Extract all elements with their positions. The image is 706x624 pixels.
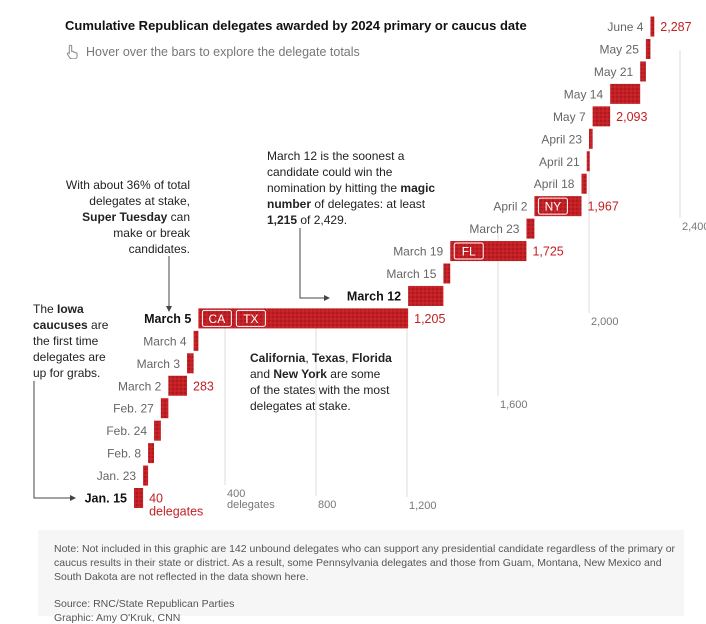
bar-april-23: [589, 128, 593, 149]
value-label: 283: [193, 379, 214, 393]
axis-tick-sublabel: delegates: [227, 499, 275, 511]
date-label: Feb. 27: [113, 402, 154, 416]
date-label: May 21: [594, 65, 634, 79]
date-label: March 3: [137, 357, 181, 371]
date-label: Feb. 24: [106, 424, 147, 438]
hover-hint-text: Hover over the bars to explore the deleg…: [86, 44, 360, 59]
value-label: 1,205: [414, 312, 445, 326]
bar-march-23: [526, 218, 535, 239]
date-label: April 23: [541, 132, 582, 146]
bar-jan-23: [143, 465, 149, 486]
iowa-annotation: The Iowa caucuses are the first time del…: [33, 302, 109, 380]
date-label: March 19: [393, 245, 443, 259]
bar-march-5: [198, 308, 409, 329]
axis-tick-label: 400: [227, 488, 245, 500]
value-label: 2,287: [660, 20, 691, 34]
super-tuesday-arrowhead: [166, 306, 172, 312]
bars-group: [134, 16, 655, 508]
bar-april-21: [586, 151, 590, 172]
value-label: 40: [149, 492, 163, 506]
footer-source: Source: RNC/State Republican Parties: [54, 598, 235, 610]
march12-arrowhead: [324, 295, 330, 301]
date-label: March 4: [143, 334, 187, 348]
state-tag-label: CA: [209, 312, 226, 326]
bar-june-4: [650, 16, 655, 37]
date-label: Feb. 8: [107, 447, 141, 461]
state-tag-box: [453, 242, 484, 260]
axis-tick-label: 1,600: [500, 399, 528, 411]
footer-credit: Graphic: Amy O'Kruk, CNN: [54, 612, 181, 624]
date-label: March 23: [469, 222, 519, 236]
hand-pointer-icon: [66, 44, 78, 59]
iowa-arrowhead: [70, 495, 76, 501]
march12-annotation: March 12 is the soonest a candidate coul…: [267, 149, 436, 227]
bar-march-19: [450, 241, 527, 262]
value-label: 2,093: [616, 110, 647, 124]
axis-tick-label: 2,400: [682, 221, 706, 233]
date-label: May 14: [564, 87, 604, 101]
value-label: delegates: [149, 505, 203, 519]
state-tags-group: CA TX FL NY: [201, 197, 568, 327]
bar-feb-8: [148, 443, 155, 464]
super-tuesday-annotation: With about 36% of total delegates at sta…: [65, 178, 190, 256]
axis-tick-label: 800: [318, 499, 336, 511]
footer-note: Note: Not included in this graphic are 1…: [54, 543, 676, 583]
hover-hint: Hover over the bars to explore the deleg…: [66, 44, 360, 59]
labels-group: 400delegates8001,2001,6002,0002,400Jan. …: [85, 20, 706, 518]
date-label: March 12: [347, 289, 401, 303]
date-label: March 2: [118, 379, 162, 393]
bar-feb-24: [154, 420, 161, 441]
state-tag-label: NY: [545, 200, 562, 214]
state-tag-box: [537, 197, 568, 215]
value-label: 1,967: [587, 200, 618, 214]
state-tag-label: FL: [462, 245, 476, 259]
bar-may-14: [610, 83, 641, 104]
date-label: June 4: [607, 20, 643, 34]
date-label: April 21: [539, 155, 580, 169]
date-label: March 15: [386, 267, 436, 281]
bar-march-12: [408, 285, 444, 306]
march12-leader-line: [299, 228, 324, 299]
bar-jan-15: [134, 488, 144, 508]
bar-march-4: [193, 330, 199, 351]
chart-title: Cumulative Republican delegates awarded …: [65, 18, 527, 33]
state-tag-label: TX: [243, 312, 258, 326]
axis-tick-label: 1,200: [409, 500, 437, 512]
footer-panel: [38, 530, 684, 616]
bar-april-18: [581, 173, 587, 194]
axis-tick-label: 2,000: [591, 316, 619, 328]
bar-may-25: [645, 39, 651, 59]
bar-may-7: [592, 106, 611, 127]
date-label: Jan. 15: [85, 492, 127, 506]
date-label: April 18: [534, 177, 575, 191]
bar-march-2: [168, 375, 188, 396]
iowa-leader-line: [33, 381, 70, 499]
bar-april-2: [534, 196, 582, 217]
state-tag-box: [235, 309, 266, 327]
bar-march-3: [187, 353, 194, 374]
bar-may-21: [640, 61, 646, 82]
bar-feb-27: [160, 398, 169, 419]
axis-gridlines: [224, 50, 681, 497]
date-label: May 25: [600, 43, 640, 57]
date-label: May 7: [553, 110, 586, 124]
date-label: Jan. 23: [97, 469, 137, 483]
states-annotation: California, Texas, Florida and New York …: [250, 351, 392, 413]
state-tag-box: [201, 309, 232, 327]
date-label: March 5: [144, 312, 191, 326]
annotation-leader-lines: [33, 228, 330, 501]
date-label: April 2: [493, 200, 527, 214]
value-label: 1,725: [532, 245, 563, 259]
bar-march-15: [443, 263, 451, 284]
